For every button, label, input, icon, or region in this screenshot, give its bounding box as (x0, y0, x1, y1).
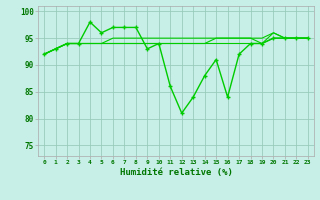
X-axis label: Humidité relative (%): Humidité relative (%) (120, 168, 232, 177)
